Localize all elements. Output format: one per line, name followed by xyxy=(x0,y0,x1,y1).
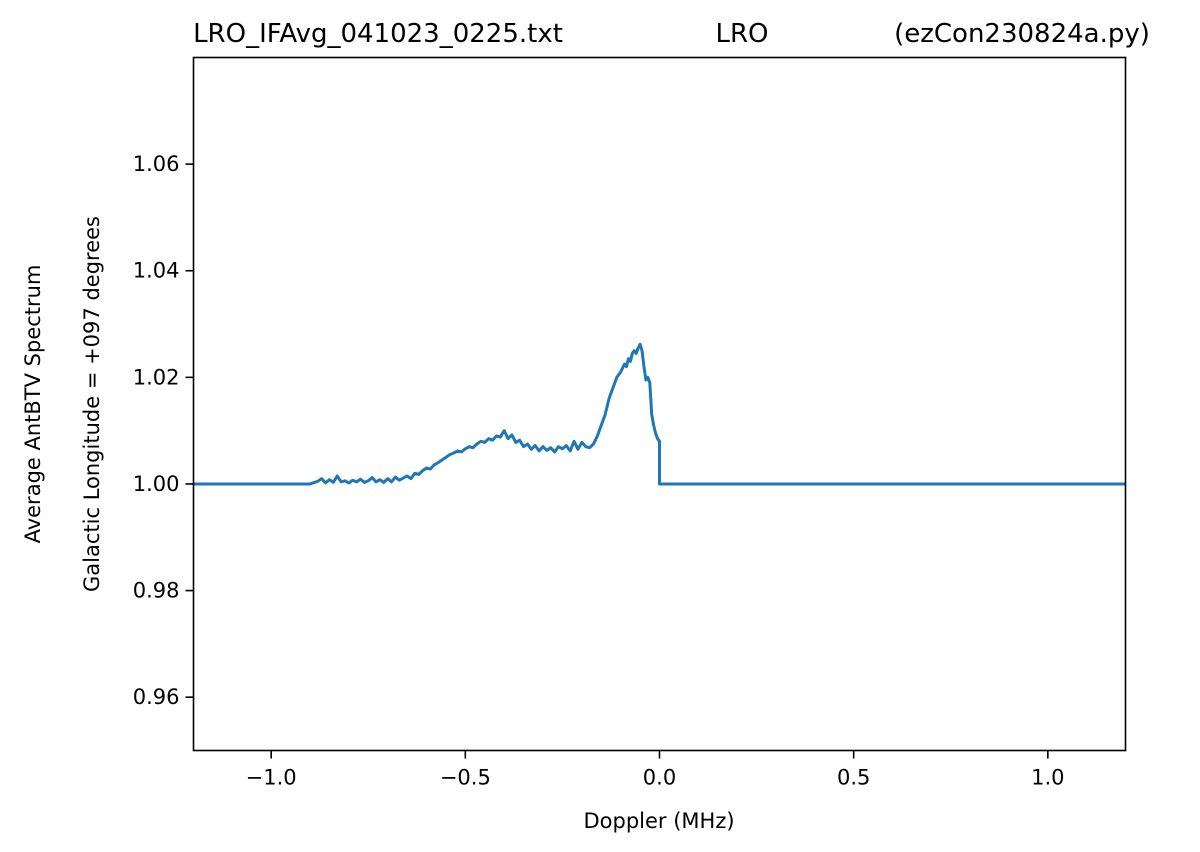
y-axis-ticks: 0.96 0.98 1.00 1.02 1.04 1.06 xyxy=(133,152,194,709)
y-axis-label-line2: Galactic Longitude = +097 degrees xyxy=(80,216,104,592)
y-tick-label: 1.06 xyxy=(133,152,180,176)
chart-title-center: LRO xyxy=(715,19,768,49)
x-axis-label: Doppler (MHz) xyxy=(583,809,734,833)
x-tick-label: 0.5 xyxy=(837,766,870,790)
y-axis-label-line1: Average AntBTV Spectrum xyxy=(21,265,45,544)
x-tick-label: 1.0 xyxy=(1031,766,1064,790)
chart-title-right: (ezCon230824a.py) xyxy=(894,19,1150,49)
x-tick-label: −0.5 xyxy=(440,766,491,790)
y-tick-label: 1.02 xyxy=(133,365,180,389)
y-tick-label: 0.96 xyxy=(133,685,180,709)
x-tick-label: −1.0 xyxy=(246,766,297,790)
y-tick-label: 1.04 xyxy=(133,259,180,283)
series-line-0 xyxy=(193,342,1126,486)
series-group xyxy=(193,342,1126,486)
chart-title-left: LRO_IFAvg_041023_0225.txt xyxy=(193,19,563,49)
x-axis-ticks: −1.0 −0.5 0.0 0.5 1.0 xyxy=(246,750,1065,790)
x-tick-label: 0.0 xyxy=(643,766,676,790)
y-tick-label: 0.98 xyxy=(133,579,180,603)
y-tick-label: 1.00 xyxy=(133,472,180,496)
